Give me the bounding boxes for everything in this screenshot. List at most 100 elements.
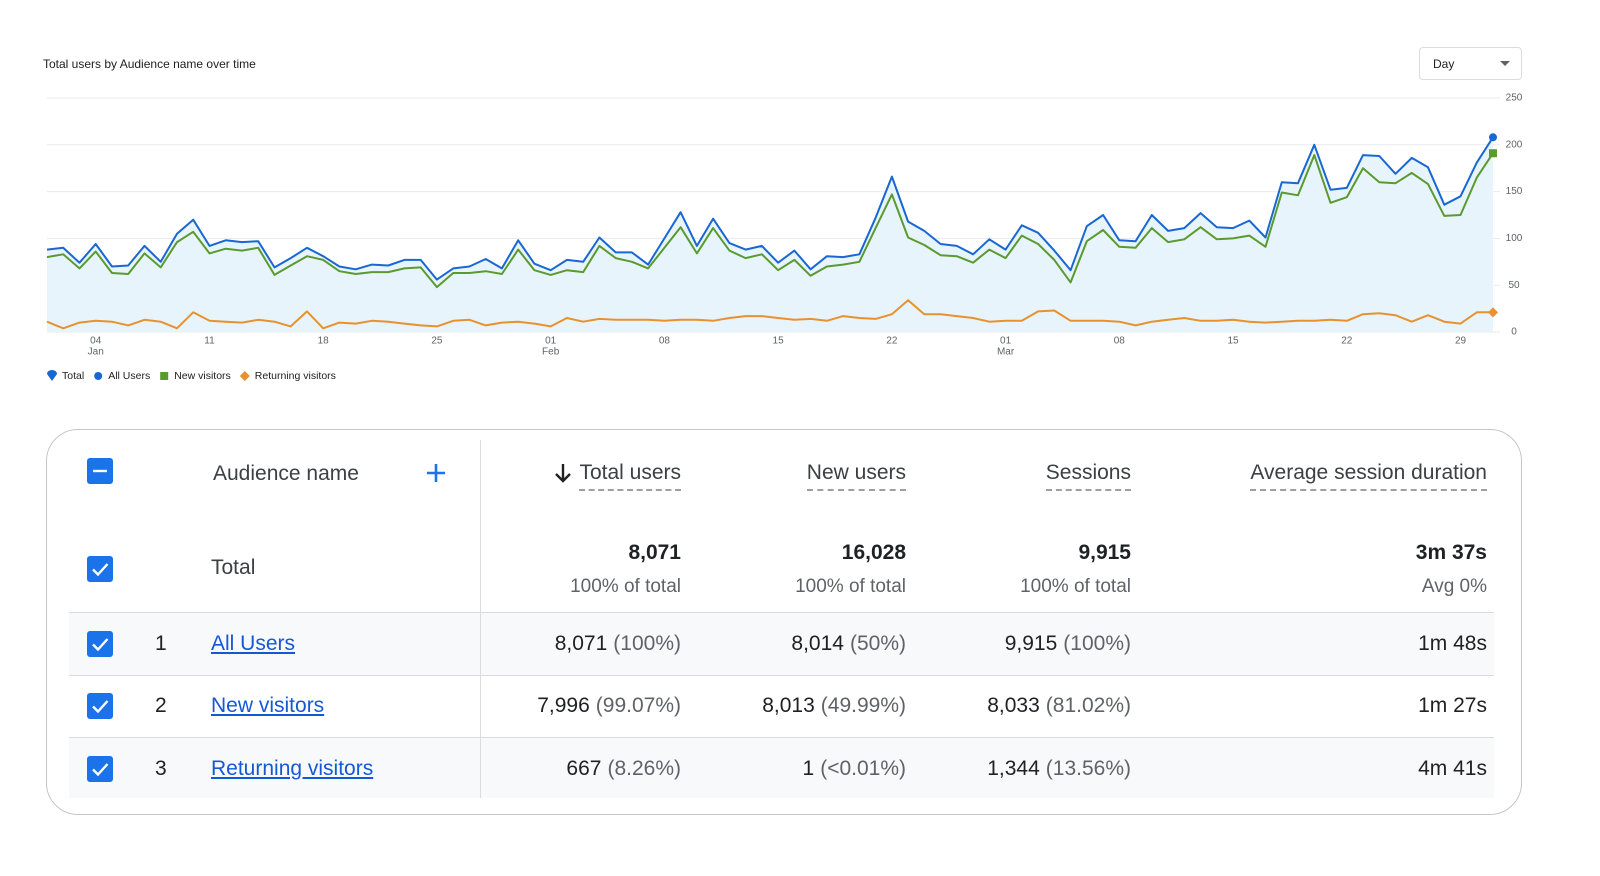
x-tick-label: 08 xyxy=(1114,336,1126,347)
row-separator xyxy=(69,675,1494,676)
x-tick-label: 01 xyxy=(1000,336,1012,347)
cell-value: 667 xyxy=(566,756,602,780)
cell-percent: (100%) xyxy=(613,632,681,655)
cell: 1m 48s xyxy=(1418,632,1487,656)
x-tick-label: 15 xyxy=(773,336,785,347)
total-sub: Avg 0% xyxy=(1421,576,1487,597)
cell: 8,014 (50%) xyxy=(791,632,906,656)
cell-value: 8,033 xyxy=(987,694,1040,718)
chart: Total users by Audience name over time 0… xyxy=(43,57,1523,382)
cell-percent: (100%) xyxy=(1063,632,1131,655)
legend-label: Total xyxy=(62,370,84,382)
cell: 4m 41s xyxy=(1418,757,1487,781)
cell: 9,915 (100%) xyxy=(1005,632,1131,656)
row-separator xyxy=(69,737,1494,738)
audience-link[interactable]: Returning visitors xyxy=(211,756,374,780)
row-checkbox[interactable] xyxy=(87,755,113,782)
series-line xyxy=(46,136,1494,281)
cell-percent: (8.26%) xyxy=(607,756,681,780)
legend-marker xyxy=(239,371,250,381)
dropdown-arrow xyxy=(1500,61,1510,66)
cell: 1,344 (13.56%) xyxy=(987,757,1131,781)
y-tick-label: 100 xyxy=(1506,233,1523,244)
row-background xyxy=(69,612,1494,675)
series-end-marker xyxy=(1489,149,1497,158)
row-checkbox[interactable] xyxy=(87,693,113,720)
total-value: 9,915 xyxy=(1078,541,1131,564)
cell-value: 4m 41s xyxy=(1418,756,1487,780)
column-header[interactable]: Total users xyxy=(579,461,681,491)
legend-label: All Users xyxy=(108,370,150,382)
cell-value: 1,344 xyxy=(987,756,1040,780)
column-header[interactable]: Sessions xyxy=(1045,461,1131,491)
x-tick-label: 29 xyxy=(1455,336,1467,347)
cell-value: 8,013 xyxy=(762,694,815,718)
row-background xyxy=(69,737,1494,798)
x-tick-label: 11 xyxy=(204,336,215,347)
row-checkbox[interactable] xyxy=(87,556,113,582)
series-end-marker xyxy=(1488,307,1498,318)
cell-value: 9,915 xyxy=(1004,632,1058,655)
legend-label: New visitors xyxy=(174,370,231,382)
select-all-checkbox[interactable] xyxy=(87,458,113,484)
column-divider xyxy=(480,440,481,798)
y-tick-label: 50 xyxy=(1508,280,1520,291)
total-label: Total xyxy=(211,556,256,579)
legend-marker xyxy=(94,372,103,380)
header-label: Audience name xyxy=(213,462,359,485)
row-index: 3 xyxy=(155,756,167,780)
cell-value: 1m 48s xyxy=(1418,632,1487,655)
cell-percent: (50%) xyxy=(849,632,906,655)
x-tick-label: 25 xyxy=(431,336,443,347)
x-tick-label: 04 xyxy=(90,336,102,347)
legend-label: Returning visitors xyxy=(255,370,336,382)
cell: 1m 27s xyxy=(1418,694,1487,718)
x-tick-label: 18 xyxy=(318,336,330,347)
row-index: 1 xyxy=(155,632,167,655)
total-value: 8,071 xyxy=(628,541,681,564)
x-tick-label: 22 xyxy=(1341,336,1353,347)
audience-link[interactable]: All Users xyxy=(211,632,296,655)
x-tick-label: 08 xyxy=(659,336,671,347)
y-tick-label: 200 xyxy=(1506,139,1523,150)
x-tick-label: 01 xyxy=(545,336,557,347)
series-area xyxy=(47,137,1493,332)
table-card xyxy=(46,429,1522,815)
cell-value: 8,014 xyxy=(791,632,844,655)
cell: 7,996 (99.07%) xyxy=(537,694,681,718)
cell-value: 1 xyxy=(802,756,815,780)
y-tick-label: 250 xyxy=(1506,93,1523,104)
sort-arrow xyxy=(553,462,573,489)
cell-value: 7,996 xyxy=(537,694,590,718)
total-value: 16,028 xyxy=(841,541,906,564)
total-value: 3m 37s xyxy=(1415,541,1487,564)
granularity-dropdown[interactable]: Day xyxy=(1419,47,1522,80)
cell-value: 1m 27s xyxy=(1418,694,1487,718)
dropdown-label: Day xyxy=(1433,57,1455,71)
cell-percent: (81.02%) xyxy=(1045,694,1131,718)
total-sub: 100% of total xyxy=(795,576,906,597)
cell-percent: (99.07%) xyxy=(595,694,681,718)
cell-percent: (<0.01%) xyxy=(820,756,906,780)
x-month-label: Feb xyxy=(542,347,560,358)
cell: 8,071 (100%) xyxy=(555,632,681,656)
series-line xyxy=(46,299,1493,330)
cell: 1 (<0.01%) xyxy=(803,757,906,781)
legend-marker xyxy=(160,372,169,380)
total-sub: 100% of total xyxy=(1020,576,1131,597)
column-header[interactable]: Average session duration xyxy=(1250,461,1487,491)
x-tick-label: 15 xyxy=(1227,336,1239,347)
cell: 667 (8.26%) xyxy=(566,757,681,781)
column-header[interactable]: New users xyxy=(806,461,906,491)
y-tick-label: 0 xyxy=(1511,327,1517,338)
row-checkbox[interactable] xyxy=(87,631,113,657)
cell-value: 8,071 xyxy=(554,632,608,655)
row-separator xyxy=(69,612,1494,613)
cell: 8,033 (81.02%) xyxy=(987,694,1131,718)
legend-marker xyxy=(47,370,57,381)
cell: 8,013 (49.99%) xyxy=(762,694,906,718)
chart-title: Total users by Audience name over time xyxy=(43,57,256,71)
audience-link[interactable]: New visitors xyxy=(211,694,325,718)
add-dimension-button[interactable] xyxy=(425,460,447,490)
